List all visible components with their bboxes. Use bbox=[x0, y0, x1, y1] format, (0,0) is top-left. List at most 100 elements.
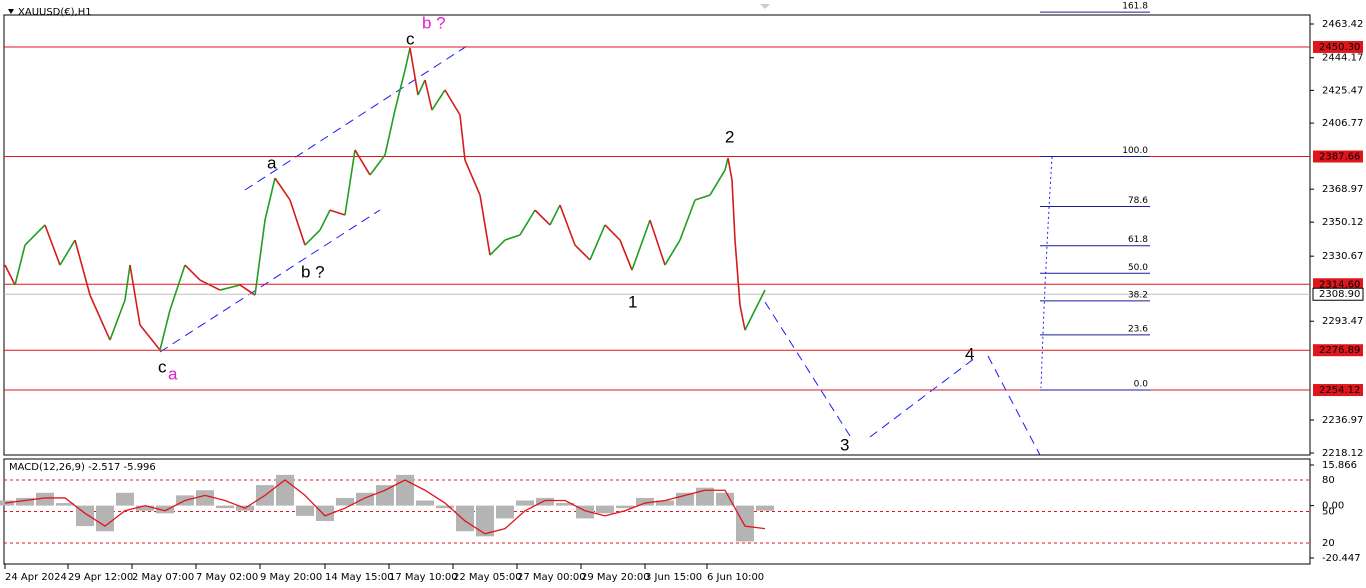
price-segment bbox=[431, 89, 446, 111]
level-label-box bbox=[1313, 278, 1363, 291]
symbol-title: XAUUSD(€),H1 bbox=[18, 7, 92, 18]
price-segment bbox=[619, 239, 633, 271]
price-segment bbox=[139, 324, 161, 351]
macd-bar bbox=[416, 500, 434, 506]
macd-title: MACD(12,26,9) -2.517 -5.996 bbox=[9, 462, 156, 473]
level-label: 2254.12 bbox=[1319, 385, 1360, 396]
price-segment bbox=[731, 180, 736, 241]
price-segment bbox=[264, 177, 276, 221]
price-segment bbox=[169, 264, 186, 311]
macd-bar bbox=[56, 503, 74, 506]
fib-label: 161.8 bbox=[1122, 2, 1148, 12]
y-tick-label: 2330.67 bbox=[1322, 251, 1363, 262]
macd-bar bbox=[296, 505, 314, 516]
x-tick-label: 9 May 20:00 bbox=[260, 572, 322, 583]
level-label: 2314.60 bbox=[1319, 279, 1360, 290]
wave-label: 4 bbox=[965, 344, 974, 363]
level-label-box bbox=[1313, 150, 1363, 163]
y-tick-label: 2218.12 bbox=[1322, 448, 1363, 459]
price-segment bbox=[559, 204, 576, 246]
y-tick-label: 2236.97 bbox=[1322, 415, 1363, 426]
macd-bar bbox=[716, 492, 734, 506]
price-segment bbox=[574, 244, 591, 261]
price-panel bbox=[3, 14, 1311, 456]
current-price-border bbox=[1312, 287, 1364, 301]
level-label-box bbox=[1313, 40, 1363, 53]
price-segment bbox=[459, 114, 466, 161]
price-segment bbox=[694, 194, 711, 201]
macd-bar bbox=[216, 505, 234, 509]
price-segment bbox=[604, 224, 621, 241]
price-segment bbox=[504, 234, 521, 241]
x-tick-label: 3 Jun 15:00 bbox=[645, 572, 702, 583]
price-segment bbox=[219, 284, 241, 291]
price-segment bbox=[369, 154, 386, 176]
macd-bar bbox=[636, 497, 654, 506]
wave-label: a bbox=[168, 364, 178, 383]
price-segment bbox=[489, 239, 506, 256]
price-segment bbox=[424, 79, 433, 111]
macd-bar bbox=[156, 505, 174, 514]
price-segment bbox=[59, 239, 76, 266]
wave-label: 2 bbox=[725, 127, 734, 146]
price-segment bbox=[709, 169, 726, 196]
macd-bar bbox=[336, 497, 354, 506]
price-segment bbox=[109, 299, 126, 341]
price-segment bbox=[404, 47, 411, 71]
macd-bar bbox=[756, 505, 774, 511]
price-segment bbox=[199, 279, 221, 291]
scroll-marker bbox=[760, 4, 770, 9]
y2-tick-label: 50 bbox=[1322, 507, 1335, 518]
macd-bar bbox=[196, 490, 214, 506]
macd-bar bbox=[516, 500, 534, 506]
projection-line bbox=[764, 301, 851, 437]
projection-line bbox=[869, 357, 976, 438]
price-segment bbox=[727, 157, 733, 181]
signal-line bbox=[4, 479, 766, 535]
macd-bar bbox=[376, 485, 394, 506]
wave-label: 1 bbox=[628, 292, 637, 311]
macd-bar bbox=[696, 487, 714, 506]
macd-bar bbox=[136, 505, 154, 511]
macd-bar bbox=[436, 505, 454, 509]
price-segment bbox=[129, 264, 141, 326]
x-tick-label: 22 May 05:00 bbox=[453, 572, 522, 583]
y-tick-label: 2350.12 bbox=[1322, 217, 1363, 228]
price-segment bbox=[89, 294, 111, 341]
channel-line bbox=[159, 209, 381, 353]
price-segment bbox=[444, 89, 461, 116]
price-segment bbox=[384, 109, 396, 156]
price-segment bbox=[589, 224, 606, 261]
x-tick-label: 2 May 07:00 bbox=[132, 572, 194, 583]
price-segment bbox=[649, 219, 666, 266]
price-segment bbox=[464, 159, 481, 196]
price-segment bbox=[724, 157, 729, 171]
level-label: 2387.66 bbox=[1319, 152, 1360, 163]
menu-arrow[interactable] bbox=[8, 9, 14, 14]
wave-label: 3 bbox=[840, 435, 849, 454]
price-segment bbox=[734, 239, 741, 306]
price-segment bbox=[289, 199, 306, 246]
price-segment bbox=[319, 209, 331, 231]
y-tick-label: 2463.42 bbox=[1322, 19, 1363, 30]
wave-label: c bbox=[406, 29, 415, 48]
price-segment bbox=[24, 224, 46, 246]
price-segment bbox=[44, 224, 61, 266]
price-plot: 161.8 100.0 78.6 61.8 50.0 38.2 23.6 0.0 bbox=[4, 2, 1310, 391]
price-segment bbox=[254, 219, 266, 296]
x-tick-label: 6 Jun 10:00 bbox=[707, 572, 764, 583]
macd-bar bbox=[316, 505, 334, 521]
wave-label: a bbox=[267, 153, 277, 172]
price-segment bbox=[304, 229, 321, 246]
x-tick-label: 27 May 00:00 bbox=[517, 572, 586, 583]
fib-label: 100.0 bbox=[1122, 146, 1148, 156]
macd-bar bbox=[276, 474, 294, 506]
price-segment bbox=[664, 239, 681, 266]
price-segment bbox=[124, 264, 131, 301]
x-tick-label: 17 May 10:00 bbox=[389, 572, 458, 583]
x-tick-label: 29 May 20:00 bbox=[581, 572, 650, 583]
macd-bar bbox=[36, 492, 54, 506]
price-segment bbox=[394, 69, 406, 111]
level-label: 2450.30 bbox=[1319, 42, 1360, 53]
